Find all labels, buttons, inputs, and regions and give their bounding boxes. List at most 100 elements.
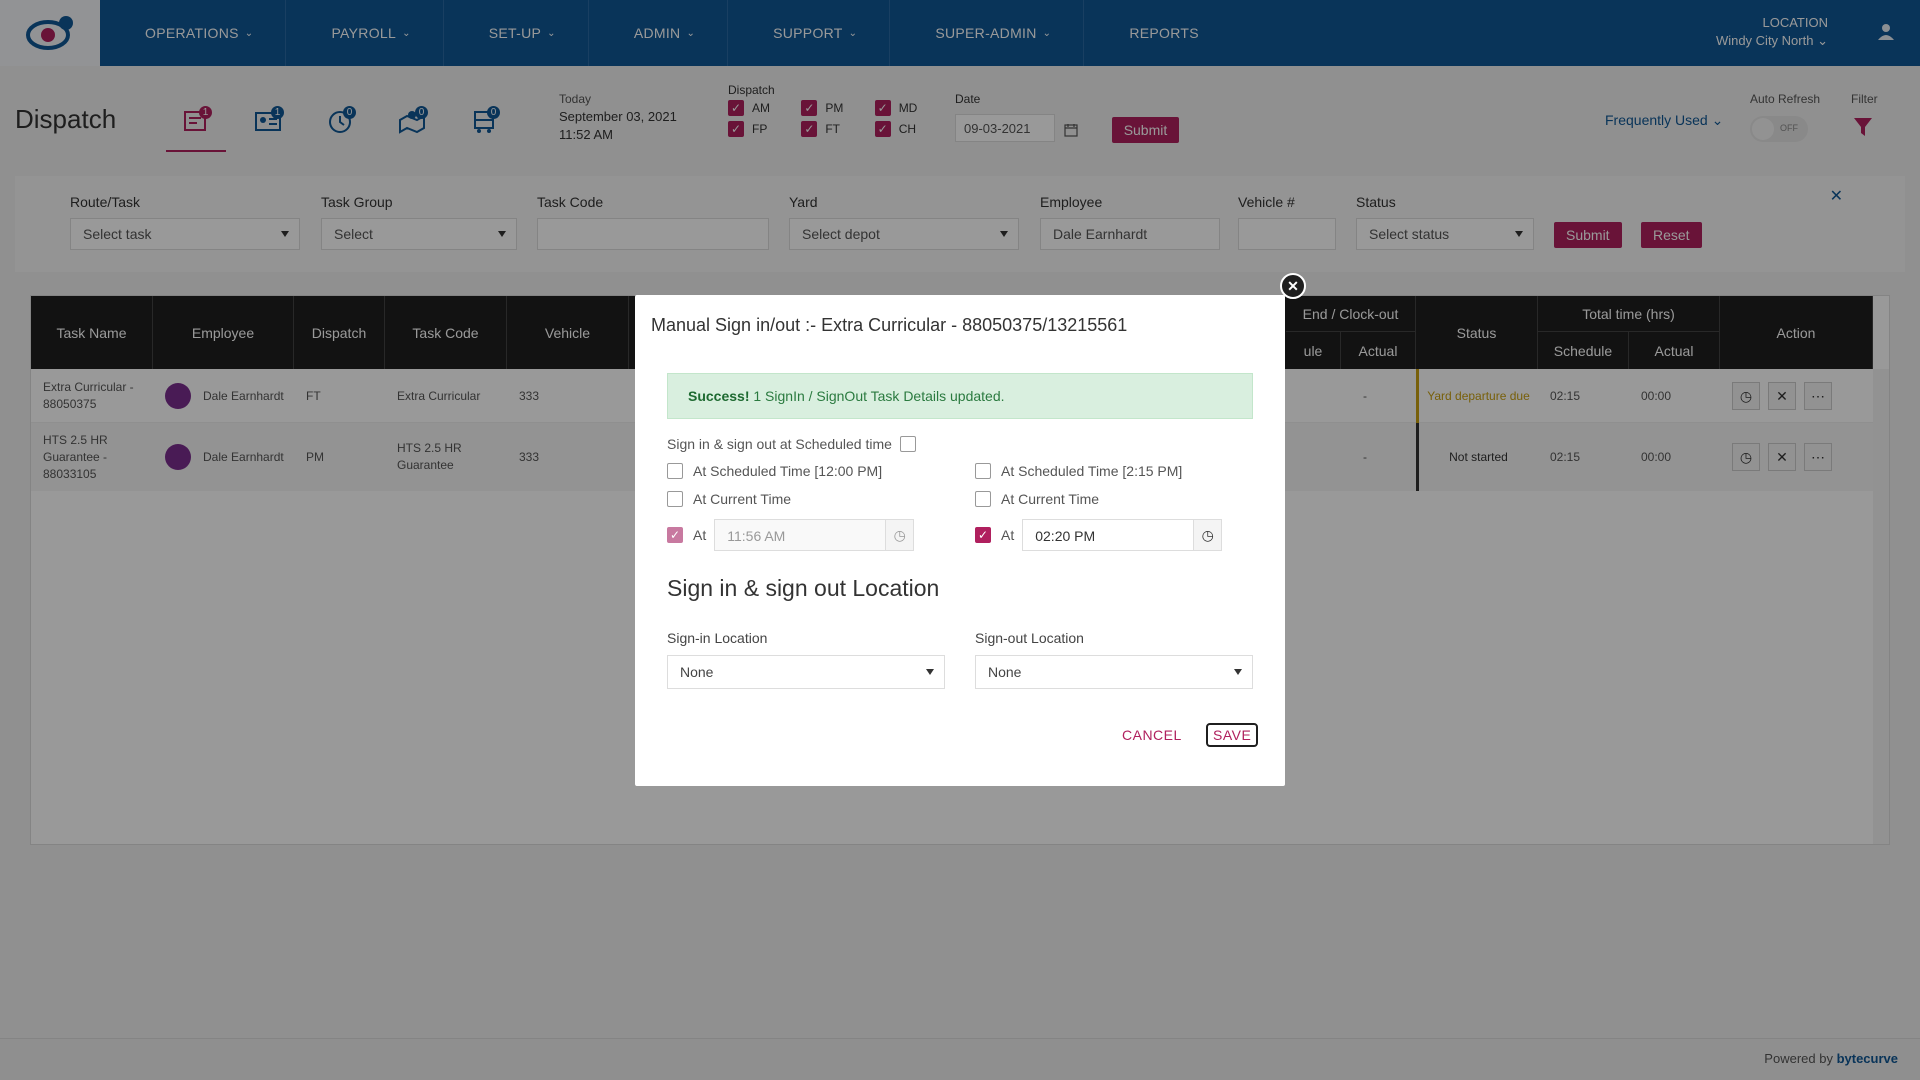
- dropdown-arrow-icon: [1515, 231, 1523, 237]
- close-icon[interactable]: ✕: [1768, 443, 1796, 471]
- user-icon[interactable]: [1876, 22, 1896, 42]
- col-task-name[interactable]: Task Name: [31, 296, 153, 369]
- col-end-schedule[interactable]: ule: [1286, 332, 1341, 369]
- dispatch-ft-checkbox[interactable]: ✓ FT: [801, 121, 859, 137]
- col-end-clock-out: End / Clock-out: [1286, 296, 1416, 332]
- signin-current-option[interactable]: At Current Time: [667, 491, 791, 507]
- col-total-actual[interactable]: Actual: [1629, 332, 1720, 369]
- col-end-actual[interactable]: Actual: [1341, 332, 1416, 369]
- signout-time-input[interactable]: 02:20 PM ◷: [1022, 519, 1223, 551]
- dispatch-header: Dispatch 1 1 0 0 0 Today September 03, 2…: [0, 66, 1920, 166]
- tab-timers[interactable]: 0: [310, 106, 370, 152]
- clock-icon[interactable]: ◷: [1732, 382, 1760, 410]
- dispatch-md-checkbox[interactable]: ✓ MD: [874, 100, 917, 116]
- chevron-down-icon: ⌄: [1711, 112, 1724, 128]
- scheduled-time-toggle[interactable]: Sign in & sign out at Scheduled time: [667, 436, 924, 452]
- signout-location-select[interactable]: None: [975, 655, 1253, 689]
- task-code-input[interactable]: [537, 218, 769, 250]
- location-selector[interactable]: LOCATION Windy City North ⌄: [1716, 14, 1828, 50]
- nav-support[interactable]: SUPPORT ⌄: [728, 0, 891, 66]
- logo-icon: [26, 16, 73, 50]
- signout-current-checkbox[interactable]: [975, 491, 991, 507]
- employee-input[interactable]: Dale Earnhardt: [1040, 218, 1220, 250]
- signin-location-select[interactable]: None: [667, 655, 945, 689]
- signin-scheduled-option[interactable]: At Scheduled Time [12:00 PM]: [667, 463, 882, 479]
- cell-dispatch: FT: [306, 388, 321, 403]
- dispatch-pm-checkbox[interactable]: ✓ PM: [801, 100, 859, 116]
- avatar: [165, 383, 191, 409]
- cell-dispatch: PM: [306, 449, 324, 464]
- close-filter-icon[interactable]: ✕: [1829, 188, 1843, 205]
- app-logo[interactable]: [0, 0, 100, 66]
- check-icon: ✓: [874, 100, 891, 116]
- scheduled-time-checkbox[interactable]: [899, 436, 916, 452]
- nav-setup[interactable]: SET-UP ⌄: [444, 0, 589, 66]
- col-status[interactable]: Status: [1416, 296, 1538, 369]
- close-icon[interactable]: ✕: [1768, 382, 1796, 410]
- status-select[interactable]: Select status: [1356, 218, 1534, 250]
- nav-reports[interactable]: REPORTS: [1129, 25, 1199, 41]
- route-task-select[interactable]: Select task: [70, 218, 300, 250]
- yard-select[interactable]: Select depot: [789, 218, 1019, 250]
- cancel-button[interactable]: CANCEL: [1122, 727, 1182, 743]
- signout-scheduled-checkbox[interactable]: [975, 463, 991, 479]
- nav-admin[interactable]: ADMIN ⌄: [589, 0, 729, 66]
- clock-icon[interactable]: ◷: [1732, 443, 1760, 471]
- save-button[interactable]: SAVE: [1206, 723, 1259, 747]
- dispatch-ch-checkbox[interactable]: ✓ CH: [874, 121, 916, 137]
- frequently-used-dropdown[interactable]: Frequently Used ⌄: [1605, 112, 1724, 128]
- col-vehicle[interactable]: Vehicle: [507, 296, 629, 369]
- signin-current-checkbox[interactable]: [667, 491, 683, 507]
- col-total-schedule[interactable]: Schedule: [1538, 332, 1629, 369]
- col-employee[interactable]: Employee: [153, 296, 294, 369]
- signout-at-checkbox[interactable]: ✓: [975, 527, 991, 543]
- location-label: LOCATION: [1762, 15, 1829, 30]
- nav-operations[interactable]: OPERATIONS ⌄: [100, 0, 287, 66]
- signin-at-checkbox[interactable]: ✓: [667, 527, 683, 543]
- tab-vehicles[interactable]: 0: [454, 106, 514, 152]
- dispatch-am-checkbox[interactable]: ✓ AM: [728, 100, 786, 116]
- avatar: [165, 444, 191, 470]
- vehicle-input[interactable]: [1238, 218, 1336, 250]
- signout-scheduled-option[interactable]: At Scheduled Time [2:15 PM]: [975, 463, 1182, 479]
- dispatch-fp-checkbox[interactable]: ✓ FP: [728, 121, 786, 137]
- date-input[interactable]: 09-03-2021: [955, 114, 1055, 142]
- filter-reset-button[interactable]: Reset: [1641, 222, 1702, 248]
- filter-panel: Route/Task Select task Task Group Select…: [15, 176, 1905, 272]
- today-display: Today September 03, 2021 11:52 AM: [559, 92, 677, 142]
- clock-icon[interactable]: ◷: [885, 520, 914, 550]
- tab-tasks[interactable]: 1: [166, 106, 226, 152]
- more-icon[interactable]: ⋯: [1804, 443, 1832, 471]
- filter-toggle[interactable]: Filter: [1851, 92, 1878, 141]
- col-dispatch[interactable]: Dispatch: [294, 296, 385, 369]
- signin-time-input[interactable]: 11:56 AM ◷: [714, 519, 915, 551]
- cell-task-name: HTS 2.5 HR Guarantee - 88033105: [43, 432, 108, 481]
- nav-super-admin[interactable]: SUPER-ADMIN ⌄: [890, 0, 1085, 66]
- chevron-down-icon: ⌄: [1042, 27, 1052, 39]
- col-task-code[interactable]: Task Code: [385, 296, 507, 369]
- check-icon: ✓: [801, 100, 818, 116]
- nav-payroll[interactable]: PAYROLL ⌄: [286, 0, 444, 66]
- id-card-icon: [255, 112, 281, 131]
- toggle-knob: [1752, 118, 1774, 140]
- filter-submit-button[interactable]: Submit: [1554, 222, 1622, 248]
- bytecurve-logo[interactable]: bytecurve: [1836, 1051, 1898, 1066]
- clock-icon[interactable]: ◷: [1193, 520, 1222, 550]
- tab-drivers[interactable]: 1: [238, 106, 298, 152]
- close-icon[interactable]: ✕: [1280, 273, 1306, 299]
- cell-task-code: Extra Curricular: [397, 388, 481, 403]
- signout-current-option[interactable]: At Current Time: [975, 491, 1099, 507]
- signin-scheduled-checkbox[interactable]: [667, 463, 683, 479]
- signin-location-label: Sign-in Location: [667, 630, 768, 646]
- more-icon[interactable]: ⋯: [1804, 382, 1832, 410]
- date-submit-button[interactable]: Submit: [1111, 116, 1180, 143]
- cell-employee: Dale Earnhardt: [153, 423, 294, 491]
- tab-map[interactable]: 0: [382, 106, 442, 152]
- cell-task-code: HTS 2.5 HR Guarantee: [397, 441, 462, 472]
- auto-refresh-toggle[interactable]: OFF: [1750, 116, 1808, 142]
- task-list-icon: [184, 111, 206, 131]
- cell-total-actual: 00:00: [1641, 388, 1672, 403]
- calendar-icon[interactable]: [1064, 123, 1078, 137]
- task-group-select[interactable]: Select: [321, 218, 517, 250]
- table-scrollbar[interactable]: [1873, 369, 1889, 844]
